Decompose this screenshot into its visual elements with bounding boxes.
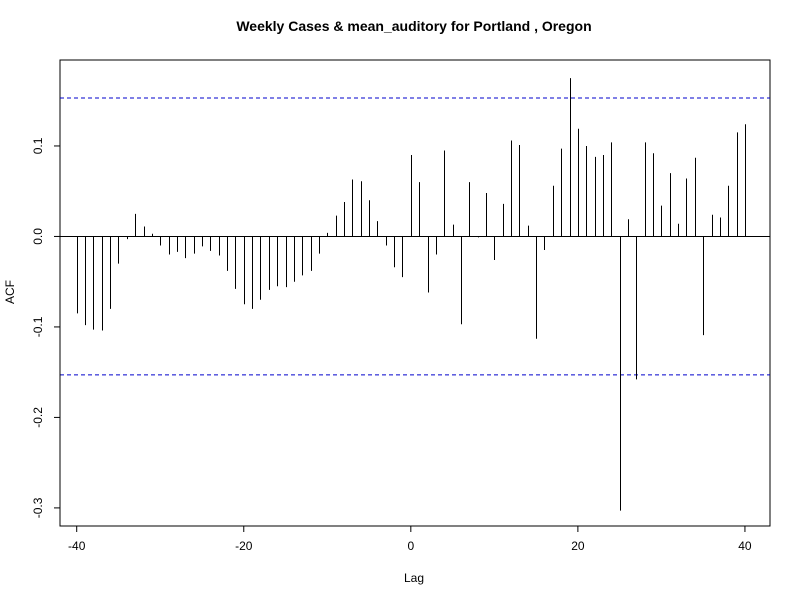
y-tick-label: -0.1 (31, 316, 45, 337)
x-axis-label: Lag (404, 571, 424, 585)
x-tick-label: 0 (407, 539, 414, 553)
x-tick-label: -20 (235, 539, 253, 553)
x-tick-label: 40 (738, 539, 752, 553)
chart-title: Weekly Cases & mean_auditory for Portlan… (236, 18, 591, 34)
x-axis: -40 -20 0 20 40 (68, 525, 752, 553)
y-tick-label: -0.2 (31, 407, 45, 428)
x-tick-label: -40 (68, 539, 86, 553)
x-tick-label: 20 (571, 539, 585, 553)
plot-frame (59, 59, 771, 527)
y-tick-label: 0.1 (31, 137, 45, 154)
y-tick-label: -0.3 (31, 497, 45, 518)
y-axis-label: ACF (3, 280, 17, 304)
y-tick-label: 0.0 (31, 228, 45, 245)
y-axis: -0.3 -0.2 -0.1 0.0 0.1 (31, 137, 61, 518)
chart-marks (60, 78, 770, 511)
